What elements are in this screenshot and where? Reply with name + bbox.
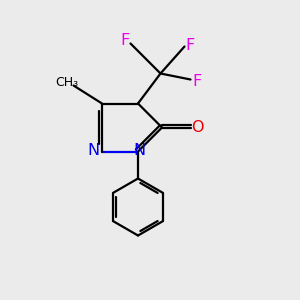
Text: O: O [191,120,204,135]
Text: N: N [88,143,100,158]
Text: F: F [193,74,202,88]
Text: F: F [121,33,130,48]
Text: F: F [185,38,194,52]
Text: N: N [134,143,146,158]
Text: CH₃: CH₃ [55,76,79,89]
